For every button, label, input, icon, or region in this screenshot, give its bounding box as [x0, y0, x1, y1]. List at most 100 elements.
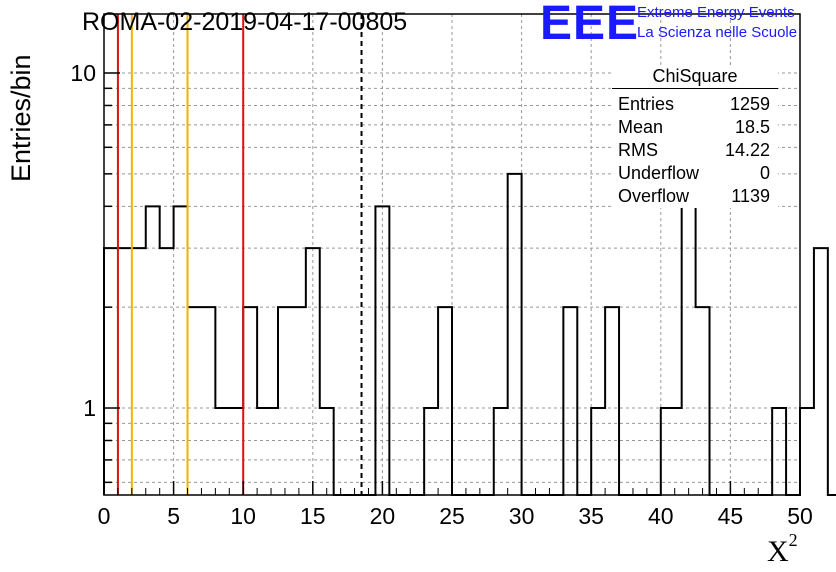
- x-axis-label: X2: [767, 530, 798, 569]
- histogram-bin: [229, 408, 236, 495]
- histogram-bin: [668, 408, 675, 495]
- x-axis-label-superscript: 2: [788, 530, 798, 550]
- histogram-bin: [285, 307, 292, 495]
- histogram-bin: [501, 408, 508, 495]
- histogram-bin: [570, 307, 577, 495]
- x-tick-label: 40: [648, 503, 674, 529]
- x-tick-label: 35: [578, 503, 604, 529]
- eee-logo-line1: Extreme Energy Events: [637, 4, 795, 21]
- histogram-bin: [494, 408, 501, 495]
- histogram-bin: [104, 248, 111, 495]
- eee-logo-line2: La Scienza nelle Scuole: [637, 24, 798, 41]
- stats-label: Mean: [618, 117, 664, 137]
- histogram-bin: [682, 206, 689, 495]
- x-tick-label: 30: [509, 503, 535, 529]
- histogram-layer: [103, 172, 836, 496]
- reference-lines-layer: [116, 14, 363, 495]
- histogram-bin: [772, 408, 779, 495]
- histogram-bin: [807, 408, 814, 495]
- histogram-bin: [661, 408, 668, 495]
- histogram-bin: [306, 248, 313, 495]
- histogram-bin: [271, 408, 278, 495]
- histogram-bin: [257, 408, 264, 495]
- stats-row-overflow: Overflow 1139: [612, 185, 778, 208]
- histogram-bin: [215, 408, 222, 495]
- x-tick-label: 20: [370, 503, 396, 529]
- histogram-bin: [201, 307, 208, 495]
- histogram-bin: [382, 206, 389, 495]
- histogram-bin: [821, 248, 828, 495]
- histogram-bin: [132, 248, 139, 495]
- histogram-bin: [438, 307, 445, 495]
- stats-value: 14.22: [724, 140, 770, 160]
- histogram-bin: [675, 408, 682, 495]
- stats-row-underflow: Underflow 0: [612, 162, 778, 185]
- histogram-bin: [250, 307, 257, 495]
- stats-row-entries: Entries 1259: [612, 93, 778, 116]
- histogram-bin: [264, 408, 271, 495]
- stats-value: 18.5: [734, 117, 770, 137]
- histogram-bin: [696, 307, 703, 495]
- histogram-bin: [598, 408, 605, 495]
- x-tick-label: 50: [787, 503, 813, 529]
- stats-title: ChiSquare: [612, 66, 778, 89]
- histogram-bin: [278, 307, 285, 495]
- stats-row-rms: RMS 14.22: [612, 139, 778, 162]
- x-tick-label: 25: [439, 503, 465, 529]
- histogram-bin: [139, 248, 146, 495]
- histogram-bin: [431, 408, 438, 495]
- histogram-bin: [703, 307, 710, 495]
- histogram-bin: [146, 206, 153, 495]
- y-tick-label: 1: [83, 395, 96, 421]
- histogram-bin: [111, 248, 118, 495]
- x-tick-label: 5: [167, 503, 180, 529]
- histogram-bin: [445, 307, 452, 495]
- histogram-bin: [800, 408, 807, 495]
- stats-label: Entries: [618, 94, 675, 114]
- histogram-bin: [208, 307, 215, 495]
- histogram-bin: [160, 248, 167, 495]
- histogram-bin: [508, 174, 515, 495]
- stats-value: 1259: [729, 94, 770, 114]
- histogram-bin: [167, 248, 174, 495]
- histogram-bin: [313, 248, 320, 495]
- stats-label: RMS: [618, 140, 658, 160]
- histogram-bin: [689, 206, 696, 495]
- histogram-bin: [375, 206, 382, 495]
- histogram-bin: [194, 307, 201, 495]
- x-tick-label: 45: [718, 503, 744, 529]
- eee-logo-mark: EEE: [540, 0, 640, 50]
- histogram-bin: [222, 408, 229, 495]
- histogram-bin: [612, 307, 619, 495]
- histogram-bin: [236, 408, 243, 495]
- histogram-outline: [103, 172, 836, 496]
- histogram-bin: [424, 408, 431, 495]
- histogram-bin: [125, 248, 132, 495]
- stats-label: Underflow: [618, 163, 700, 183]
- histogram-bin: [153, 206, 160, 495]
- histogram-bin: [515, 174, 522, 495]
- stats-value: 0: [759, 163, 770, 183]
- histogram-bin: [605, 307, 612, 495]
- stats-box: ChiSquare Entries 1259 Mean 18.5 RMS 14.…: [612, 66, 778, 208]
- histogram-bin: [327, 408, 334, 495]
- stats-value: 1139: [731, 186, 770, 206]
- histogram-bin: [292, 307, 299, 495]
- histogram-bin: [563, 307, 570, 495]
- histogram-bin: [591, 408, 598, 495]
- y-tick-label: 10: [70, 60, 96, 86]
- stats-label: Overflow: [618, 186, 690, 206]
- x-tick-label: 10: [230, 503, 256, 529]
- histogram-bin: [243, 307, 250, 495]
- x-tick-label: 15: [300, 503, 326, 529]
- histogram-bin: [174, 206, 181, 495]
- stats-row-mean: Mean 18.5: [612, 116, 778, 139]
- x-axis-label-base: X: [767, 535, 789, 568]
- y-axis-label: Entries/bin: [6, 54, 36, 182]
- x-tick-label: 0: [98, 503, 111, 529]
- histogram-bin: [320, 408, 327, 495]
- axis-layer: 0 5 10 15 20 25 30 35 40 45 50 1 10: [70, 60, 812, 529]
- histogram-bin: [118, 248, 125, 495]
- histogram-bin: [779, 408, 786, 495]
